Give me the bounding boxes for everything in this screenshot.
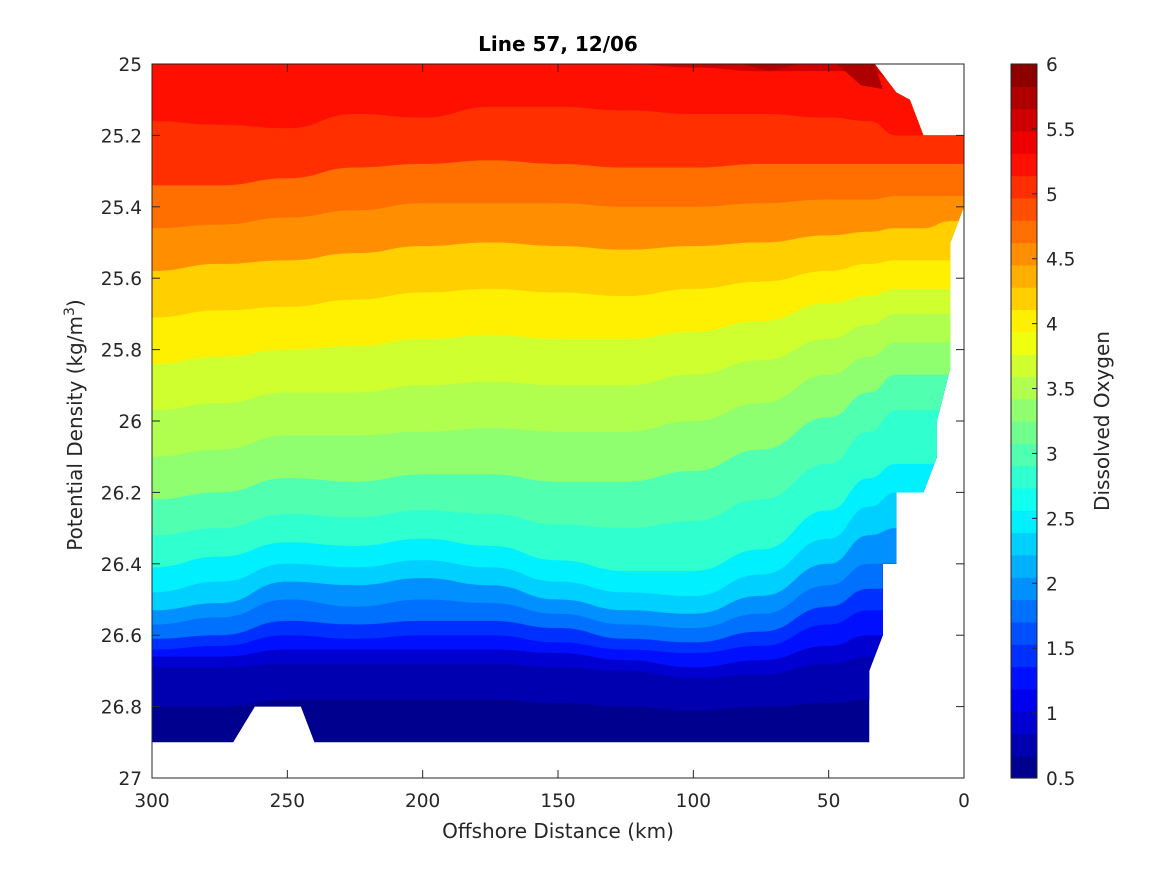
colorbar-swatch [1011,130,1037,154]
colorbar-tick-label: 1 [1046,704,1058,725]
colorbar-tick-label: 3.5 [1046,380,1075,401]
colorbar-swatch [1011,577,1037,601]
y-tick-label: 25.8 [101,341,142,362]
colorbar-axis: 0.5 1 1.5 2 2.5 3 3.5 4 4.5 5 5.5 6 [1032,55,1075,790]
contour-band [742,64,802,72]
y-tick-label: 26 [118,412,142,433]
x-tick-label: 0 [958,791,970,812]
colorbar-swatch [1011,421,1037,444]
contour-band [836,64,883,89]
colorbar-tick-label: 6 [1046,55,1058,76]
colorbar-swatch [1011,755,1037,779]
colorbar-frame [1010,63,1038,779]
colorbar-swatch [1011,398,1037,422]
y-tick-label: 25.2 [101,126,142,147]
colorbar-swatch [1011,621,1037,645]
colorbar-swatch [1011,733,1037,757]
x-tick-label: 100 [676,791,711,812]
y-tick-label: 25.4 [101,198,142,219]
colorbar-tick-label: 3 [1046,444,1058,465]
y-tick-label: 25 [118,55,142,76]
colorbar-tick-label: 2 [1046,574,1058,595]
x-tick-label: 300 [134,791,169,812]
y-axis-label: Potential Density (kg/m3) [62,299,87,550]
colorbar-label: Dissolved Oxygen [1090,331,1114,511]
colorbar-swatch [1011,644,1037,668]
y-axis: 25 25.2 25.4 25.6 25.8 26 26.2 26.4 26.6 26.8 27 [101,55,964,790]
x-axis: 300 250 200 150 100 50 0 [134,64,970,812]
colorbar-swatch [1011,376,1037,400]
x-tick-label: 250 [270,791,305,812]
colorbar-swatch [1011,711,1037,734]
colorbar-swatch [1011,153,1037,177]
colorbar-swatch [1011,532,1037,556]
chart-title: Line 57, 12/06 [478,32,638,56]
colorbar-swatch [1011,309,1037,333]
colorbar-swatch [1011,242,1037,266]
y-tick-label: 26.8 [101,698,142,719]
colorbar-swatch [1011,465,1037,489]
x-axis-label: Offshore Distance (km) [442,819,674,843]
colorbar [1011,64,1037,779]
colorbar-swatch [1011,354,1037,377]
y-tick-label: 26.4 [101,555,142,576]
colorbar-swatch [1011,108,1037,132]
contour-fill-layer [152,64,964,743]
colorbar-swatch [1011,487,1037,511]
colorbar-swatch [1011,220,1037,244]
y-axis-label-main: Potential Density (kg/m [63,316,87,551]
colorbar-swatch [1011,331,1037,355]
colorbar-tick-label: 0.5 [1046,769,1075,790]
colorbar-swatch [1011,264,1037,288]
colorbar-swatch [1011,599,1037,623]
y-axis-label-superscript: 3 [62,307,78,316]
colorbar-tick-label: 2.5 [1046,509,1075,530]
colorbar-swatch [1011,197,1037,221]
colorbar-swatch [1011,510,1037,534]
y-tick-label: 26.2 [101,483,142,504]
colorbar-tick-label: 5.5 [1046,120,1075,141]
colorbar-tick-label: 4.5 [1046,250,1075,271]
contour-band [152,64,964,136]
x-tick-label: 200 [405,791,440,812]
y-tick-label: 27 [118,769,142,790]
x-tick-label: 50 [817,791,841,812]
y-axis-label-close: ) [63,299,87,307]
colorbar-tick-label: 5 [1046,185,1058,206]
colorbar-swatch [1011,554,1037,578]
colorbar-swatch [1011,443,1037,467]
y-tick-label: 26.6 [101,626,142,647]
colorbar-swatch [1011,64,1037,87]
y-tick-label: 25.6 [101,269,142,290]
colorbar-swatch [1011,287,1037,311]
colorbar-swatch [1011,688,1037,712]
colorbar-swatch [1011,175,1037,199]
colorbar-swatch [1011,666,1037,690]
x-tick-label: 150 [540,791,575,812]
colorbar-tick-label: 4 [1046,315,1058,336]
colorbar-swatch [1011,86,1037,110]
colorbar-tick-label: 1.5 [1046,639,1075,660]
